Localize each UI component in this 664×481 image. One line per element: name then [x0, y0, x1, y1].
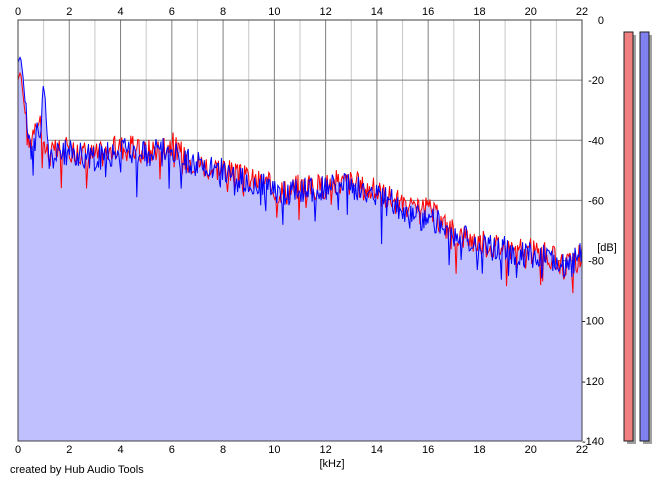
x-tick-label-bottom: 14 [371, 444, 383, 456]
x-tick-labels-top: 0 2 4 6 8 10 12 14 16 18 20 22 [15, 6, 588, 18]
x-tick-label-bottom: 8 [220, 444, 226, 456]
y-tick-labels: 0 -20 -40 -60 -80 -100 -120 -140 [582, 15, 604, 448]
plot-border [17, 19, 583, 442]
x-tick-label-top: 12 [320, 6, 332, 18]
x-tick-labels-bottom: 0 2 4 6 8 10 12 14 16 18 20 22 [15, 444, 588, 456]
x-tick-label-top: 2 [66, 6, 72, 18]
x-tick-label-bottom: 6 [169, 444, 175, 456]
y-tick-label: -40 [588, 135, 604, 147]
x-tick-label-top: 20 [525, 6, 537, 18]
x-tick-label-top: 10 [268, 6, 280, 18]
x-tick-label-top: 22 [576, 6, 588, 18]
x-tick-label-bottom: 2 [66, 444, 72, 456]
x-tick-label-bottom: 16 [422, 444, 434, 456]
y-tick-label: -120 [582, 376, 604, 388]
level-meters [623, 31, 652, 444]
y-tick-label: -140 [582, 436, 604, 448]
spectrum-series [17, 56, 583, 294]
x-tick-label-top: 16 [422, 6, 434, 18]
x-tick-label-top: 4 [117, 6, 123, 18]
x-tick-label-top: 6 [169, 6, 175, 18]
level-meter-left [623, 31, 634, 442]
x-tick-label-top: 18 [473, 6, 485, 18]
x-tick-label-bottom: 10 [268, 444, 280, 456]
y-tick-label: -100 [582, 316, 604, 328]
x-tick-label-bottom: 12 [320, 444, 332, 456]
x-tick-label-bottom: 18 [473, 444, 485, 456]
x-tick-label-bottom: 0 [15, 444, 21, 456]
plot-frame [17, 19, 583, 442]
x-axis-label: [kHz] [319, 458, 344, 470]
y-tick-label: -80 [588, 256, 604, 268]
y-tick-label: -60 [588, 195, 604, 207]
x-tick-label-bottom: 22 [576, 444, 588, 456]
x-tick-label-top: 0 [15, 6, 21, 18]
y-axis-label: [dB] [597, 242, 617, 254]
x-tick-label-top: 14 [371, 6, 383, 18]
series-line-blue [17, 56, 583, 280]
x-tick-label-top: 8 [220, 6, 226, 18]
y-tick-label: 0 [598, 15, 604, 27]
y-tick-label: -20 [588, 75, 604, 87]
level-meter-right [639, 31, 650, 442]
x-tick-label-bottom: 20 [525, 444, 537, 456]
credit-text: created by Hub Audio Tools [10, 464, 144, 476]
x-tick-label-bottom: 4 [117, 444, 123, 456]
